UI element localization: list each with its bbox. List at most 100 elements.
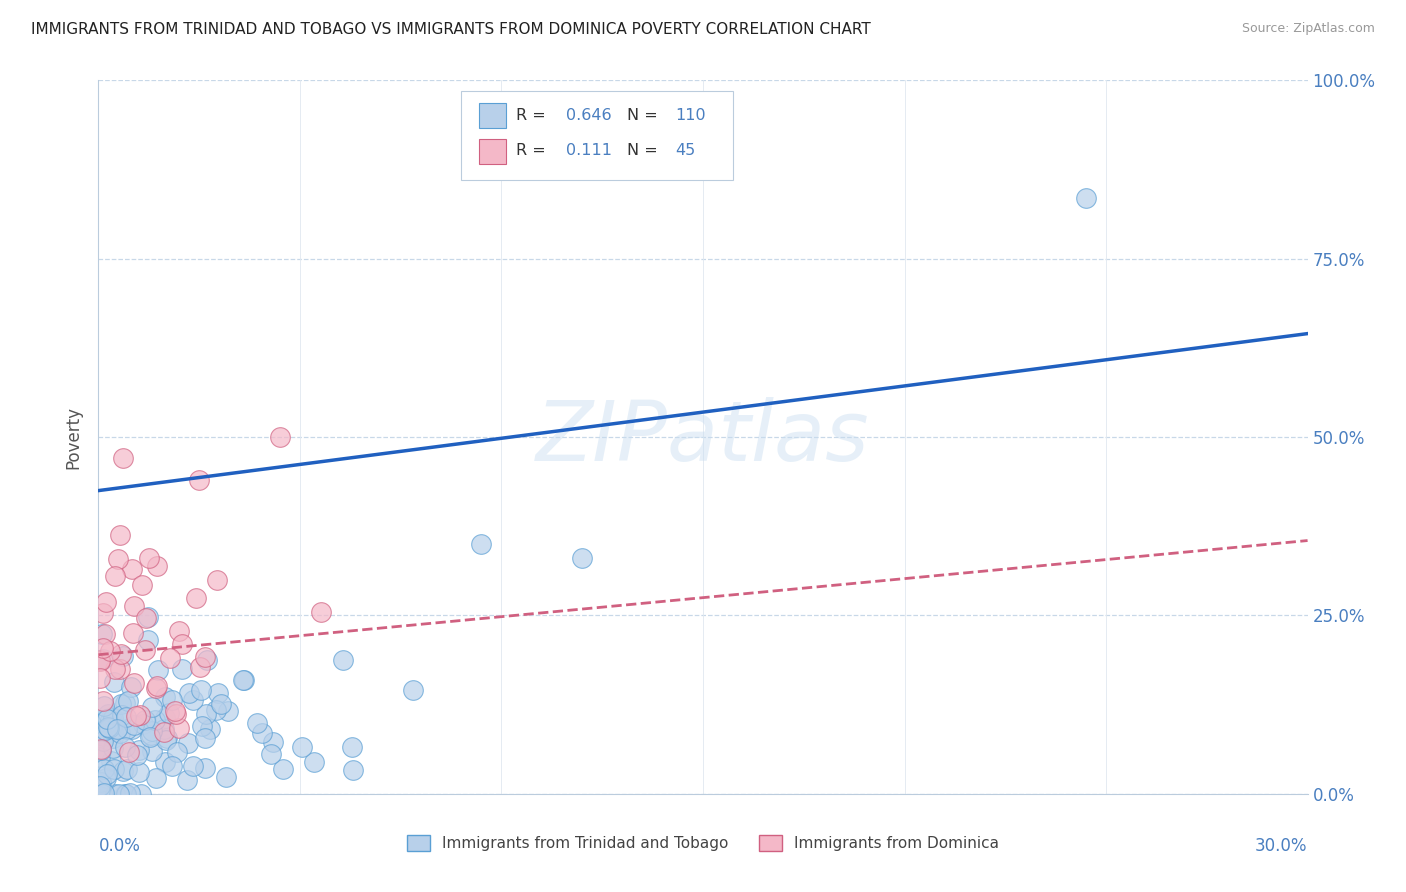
Point (156, 731, 179, 746)
Point (103, 711, 125, 725)
Point (141, 723, 163, 738)
Point (107, 552, 129, 566)
Point (157, 706, 180, 721)
Point (194, 761, 217, 775)
Point (165, 705, 187, 719)
Point (120, 786, 142, 800)
Point (273, 762, 295, 776)
Point (93, 606, 115, 620)
Point (91, 640, 114, 655)
Point (103, 675, 125, 690)
Point (470, 537, 492, 551)
Point (153, 690, 176, 704)
Text: 110: 110 (675, 108, 706, 123)
Point (311, 605, 333, 619)
Point (89, 779, 111, 793)
Point (122, 717, 145, 731)
Text: ZIPatlas: ZIPatlas (536, 397, 870, 477)
Text: Source: ZipAtlas.com: Source: ZipAtlas.com (1241, 22, 1375, 36)
Point (128, 764, 150, 779)
Point (136, 633, 159, 648)
Point (233, 673, 256, 687)
Point (94, 627, 117, 641)
Point (194, 649, 217, 664)
Point (138, 550, 160, 565)
Point (128, 742, 150, 756)
Point (145, 772, 167, 786)
Point (194, 731, 217, 745)
Text: 0.646: 0.646 (567, 108, 612, 123)
Point (136, 610, 159, 624)
Text: R =: R = (516, 144, 546, 159)
Point (167, 721, 190, 735)
Point (146, 679, 169, 693)
Point (250, 726, 273, 740)
Point (195, 653, 218, 667)
Point (98, 714, 121, 729)
FancyBboxPatch shape (479, 139, 506, 164)
Point (103, 762, 125, 776)
Point (160, 693, 183, 707)
Point (143, 713, 166, 727)
Point (91, 729, 114, 743)
Point (91, 694, 114, 708)
Point (90, 742, 112, 756)
Point (125, 747, 148, 762)
Point (104, 662, 127, 676)
Point (105, 722, 128, 736)
Point (159, 651, 181, 665)
Point (176, 772, 198, 787)
Point (90, 627, 112, 641)
Point (89, 654, 111, 668)
Text: 45: 45 (675, 144, 696, 159)
Point (340, 739, 363, 754)
Point (342, 763, 364, 777)
Point (91, 734, 114, 748)
Point (153, 755, 176, 769)
Point (166, 745, 188, 759)
FancyBboxPatch shape (479, 103, 506, 128)
Point (100, 755, 122, 769)
Point (114, 787, 136, 801)
Point (90, 742, 112, 756)
Point (118, 745, 141, 759)
Point (139, 730, 162, 744)
Point (209, 697, 232, 711)
Point (115, 722, 138, 736)
Point (177, 736, 200, 750)
Point (93, 786, 115, 800)
Point (87, 653, 110, 667)
Point (145, 681, 167, 695)
Point (152, 723, 174, 737)
Point (160, 758, 183, 772)
Point (129, 708, 152, 723)
Point (262, 735, 284, 749)
Point (90, 787, 112, 801)
Point (100, 710, 122, 724)
Point (291, 740, 314, 755)
Point (152, 725, 174, 739)
Point (94, 723, 117, 737)
Point (134, 642, 156, 657)
Point (191, 719, 214, 733)
Text: 0.0%: 0.0% (98, 837, 141, 855)
Point (112, 764, 135, 779)
Point (122, 675, 145, 690)
Text: 30.0%: 30.0% (1256, 837, 1308, 855)
Point (302, 756, 325, 770)
Point (93, 698, 115, 713)
Point (571, 551, 593, 566)
Point (110, 647, 132, 661)
Point (108, 528, 131, 542)
Point (205, 574, 228, 588)
Point (89, 653, 111, 667)
Point (194, 706, 217, 721)
Text: N =: N = (627, 108, 658, 123)
Point (188, 660, 211, 674)
Point (190, 683, 212, 698)
Point (111, 451, 134, 466)
Point (97, 720, 120, 734)
Point (188, 473, 211, 487)
Point (153, 711, 176, 725)
Point (217, 704, 239, 718)
